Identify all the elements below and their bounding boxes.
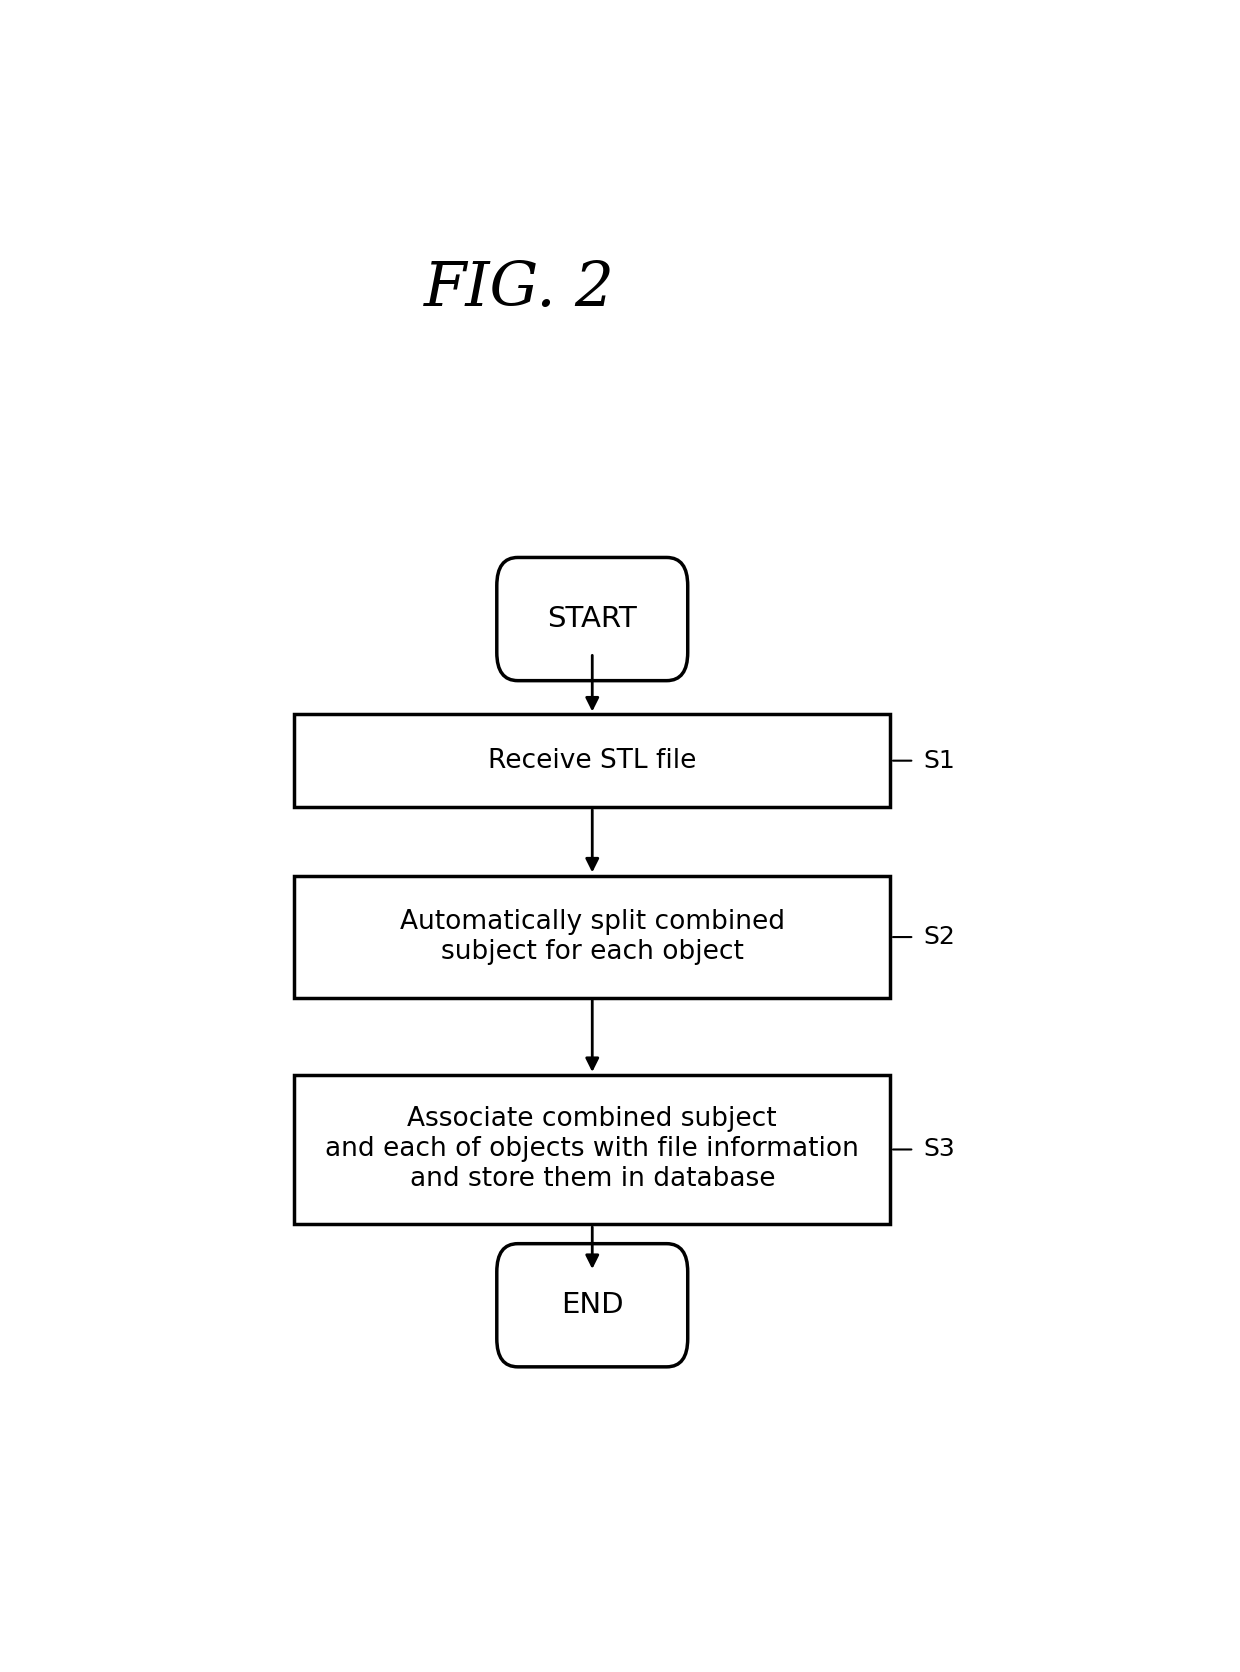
FancyBboxPatch shape	[294, 714, 890, 808]
Text: S3: S3	[924, 1137, 956, 1162]
FancyBboxPatch shape	[497, 557, 688, 681]
Text: END: END	[560, 1291, 624, 1319]
Text: Receive STL file: Receive STL file	[489, 747, 697, 774]
Text: S2: S2	[924, 925, 956, 950]
FancyBboxPatch shape	[294, 876, 890, 998]
FancyBboxPatch shape	[497, 1244, 688, 1366]
Text: Associate combined subject
and each of objects with file information
and store t: Associate combined subject and each of o…	[325, 1107, 859, 1192]
FancyBboxPatch shape	[294, 1075, 890, 1224]
Text: S1: S1	[924, 749, 956, 772]
Text: FIG. 2: FIG. 2	[424, 259, 615, 319]
Text: START: START	[547, 605, 637, 634]
Text: Automatically split combined
subject for each object: Automatically split combined subject for…	[399, 910, 785, 965]
